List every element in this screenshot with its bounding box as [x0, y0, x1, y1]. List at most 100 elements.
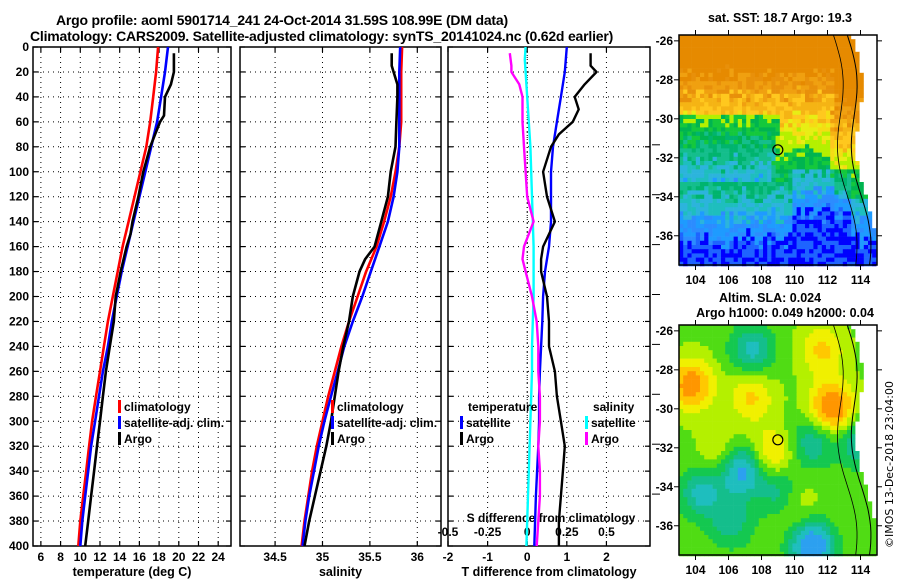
sla-cell [754, 467, 760, 473]
sst-cell [826, 236, 831, 242]
sla-cell [821, 346, 827, 351]
sst-cell [851, 148, 856, 153]
sst-cell [872, 51, 877, 57]
sst-cell [863, 35, 869, 40]
sst-cell [796, 165, 802, 170]
sst-cell [742, 186, 747, 191]
sst-cell [708, 261, 713, 267]
sst-cell [700, 81, 705, 86]
sst-cell [872, 228, 877, 233]
sst-cell [763, 249, 768, 254]
sla-cell [712, 493, 718, 498]
sst-cell [737, 215, 743, 221]
sst-cell [687, 140, 692, 145]
sla-cell [859, 396, 865, 401]
sst-cell [712, 93, 718, 99]
sla-cell [767, 480, 772, 485]
sla-cell [704, 388, 709, 393]
sst-cell [750, 198, 755, 204]
sst-cell [847, 135, 852, 141]
sla-cell [779, 354, 785, 359]
sst-cell [834, 127, 839, 132]
sst-cell [775, 140, 781, 145]
sst-cell [788, 169, 793, 174]
sst-cell [851, 85, 856, 90]
sst-cell [834, 186, 839, 191]
sla-cell [775, 379, 781, 385]
sst-cell [708, 72, 713, 78]
sla-cell [712, 383, 718, 389]
sst-cell [700, 186, 705, 191]
sst-cell [834, 169, 839, 174]
sst-cell [817, 140, 823, 145]
sla-cell [788, 442, 793, 448]
sla-cell [775, 367, 781, 372]
sst-cell [729, 72, 734, 78]
sla-cell [863, 484, 869, 490]
sla-cell [809, 379, 814, 385]
sst-cell [758, 81, 764, 86]
sla-cell [826, 354, 831, 359]
sst-cell [800, 85, 806, 90]
sst-cell [784, 245, 789, 250]
sla-cell [725, 375, 730, 380]
sst-cell [737, 119, 743, 124]
sla-cell [800, 421, 806, 427]
sst-cell [784, 68, 789, 74]
sst-cell [805, 177, 810, 183]
sst-cell [687, 81, 692, 86]
sla-cell [763, 379, 768, 385]
sla-cell [859, 442, 865, 448]
sla-cell [821, 367, 827, 372]
sst-cell [679, 72, 684, 78]
sst-cell [758, 240, 764, 246]
sla-cell [779, 451, 785, 456]
sst-cell [830, 127, 835, 132]
sst-cell [754, 102, 760, 107]
sla-cell [851, 451, 856, 456]
sst-cell [695, 257, 701, 263]
sst-cell [788, 203, 793, 208]
sst-cell [687, 173, 692, 179]
sst-cell [872, 240, 877, 246]
sst-cell [767, 64, 772, 69]
sst-cell [725, 135, 730, 141]
sst-cell [872, 261, 877, 267]
sla-cell [859, 350, 865, 355]
sla-cell [800, 417, 806, 422]
sst-cell [733, 43, 739, 48]
sla-cell [834, 451, 839, 456]
sst-cell [792, 135, 797, 141]
sst-cell [834, 72, 839, 78]
sla-cell [872, 434, 877, 439]
sst-cell [788, 161, 793, 166]
sst-cell [876, 177, 881, 183]
sla-cell [838, 434, 844, 439]
sla-cell [851, 459, 856, 464]
sst-cell [729, 211, 734, 216]
sst-cell [796, 140, 802, 145]
sla-cell [821, 409, 827, 414]
sla-cell [754, 358, 760, 364]
sst-cell [775, 215, 781, 221]
sst-cell [708, 119, 713, 124]
sla-cell [855, 350, 860, 355]
sla-cell [771, 463, 776, 469]
sst-cell [834, 131, 839, 137]
sst-cell [809, 93, 814, 99]
sla-cell [809, 362, 814, 368]
sla-cell [767, 346, 772, 351]
sst-cell [784, 253, 789, 258]
sst-cell [725, 194, 730, 200]
sla-cell [725, 434, 730, 439]
sla-cell [712, 371, 718, 376]
sla-cell [679, 354, 684, 359]
sst-cell [708, 182, 713, 187]
sst-cell [868, 72, 873, 78]
sst-cell [847, 211, 852, 216]
sst-cell [876, 144, 881, 149]
sla-cell [842, 493, 848, 498]
sst-cell [855, 261, 860, 267]
sst-cell [821, 207, 827, 212]
sla-cell [754, 430, 760, 435]
